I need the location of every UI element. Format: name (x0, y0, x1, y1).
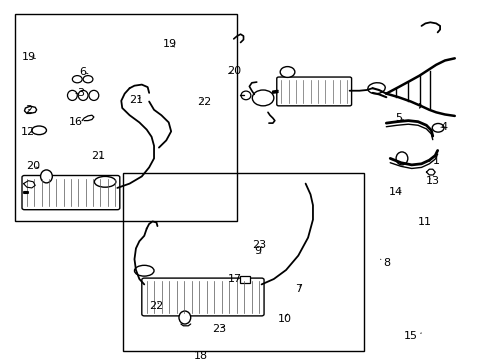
Text: 12: 12 (21, 127, 35, 138)
Text: 19: 19 (163, 39, 177, 49)
Ellipse shape (179, 311, 190, 324)
Ellipse shape (134, 265, 154, 276)
Ellipse shape (367, 83, 385, 94)
Ellipse shape (252, 90, 273, 106)
Text: 5: 5 (394, 113, 403, 123)
Text: 21: 21 (91, 150, 104, 161)
Text: 20: 20 (226, 66, 240, 76)
FancyBboxPatch shape (142, 278, 264, 316)
Text: 19: 19 (22, 52, 36, 62)
Text: 23: 23 (212, 324, 225, 334)
Text: 20: 20 (26, 161, 40, 171)
Text: 18: 18 (193, 351, 207, 360)
Ellipse shape (395, 152, 407, 165)
Text: 10: 10 (277, 314, 291, 324)
Text: 13: 13 (425, 176, 439, 186)
Text: 9: 9 (254, 246, 261, 256)
Ellipse shape (94, 176, 116, 187)
Text: 8: 8 (380, 258, 390, 268)
Bar (239, 276, 250, 283)
Bar (15, 14, 237, 221)
Ellipse shape (280, 67, 294, 77)
Text: 22: 22 (197, 96, 211, 107)
FancyBboxPatch shape (276, 77, 351, 106)
Text: 7: 7 (294, 284, 301, 294)
Text: 23: 23 (252, 240, 265, 250)
Text: 16: 16 (69, 117, 82, 127)
Ellipse shape (431, 123, 443, 132)
Text: 21: 21 (129, 95, 142, 105)
Text: 22: 22 (149, 301, 163, 311)
Ellipse shape (241, 91, 250, 100)
Text: 11: 11 (417, 217, 430, 228)
Ellipse shape (72, 76, 82, 83)
Ellipse shape (41, 170, 52, 183)
Ellipse shape (83, 76, 93, 83)
Ellipse shape (89, 90, 99, 100)
Ellipse shape (78, 90, 88, 100)
Text: 14: 14 (388, 186, 402, 197)
Ellipse shape (32, 126, 46, 135)
Text: 17: 17 (227, 274, 241, 284)
Text: 6: 6 (80, 67, 88, 77)
Text: 1: 1 (428, 156, 439, 166)
Text: 15: 15 (403, 330, 421, 341)
FancyBboxPatch shape (22, 175, 120, 210)
Ellipse shape (67, 90, 77, 100)
Text: 2: 2 (25, 105, 32, 115)
Text: 3: 3 (76, 88, 84, 98)
Bar (123, 173, 363, 351)
Text: 4: 4 (440, 122, 447, 132)
